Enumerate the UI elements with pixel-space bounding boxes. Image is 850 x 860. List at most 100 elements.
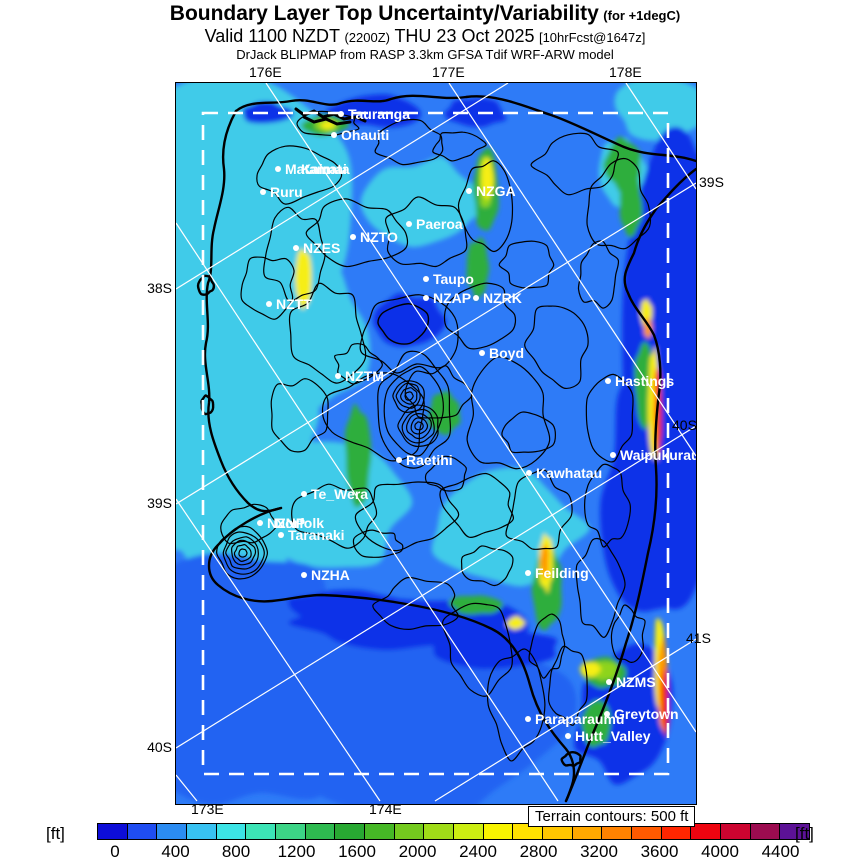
site-dot-taranaki	[278, 532, 284, 538]
site-dot-hastings	[605, 378, 611, 384]
lon-label-bottom: 174E	[369, 801, 402, 817]
colorbar-tick-4000: 4000	[701, 842, 739, 860]
site-dot-tauranga	[338, 111, 344, 117]
site-label-feilding: Feilding	[535, 565, 589, 581]
site-dot-feilding	[525, 570, 531, 576]
site-label-nzes: NZES	[303, 240, 340, 256]
lat-label-left: 39S	[147, 495, 172, 511]
colorbar-segment-18	[632, 824, 662, 839]
model-line: DrJack BLIPMAP from RASP 3.3km GFSA Tdif…	[236, 46, 614, 62]
colorbar-segment-3	[187, 824, 217, 839]
colorbar-tick-3200: 3200	[580, 842, 618, 860]
site-label-nzha: NZHA	[311, 567, 350, 583]
colorbar-segment-4	[216, 824, 247, 839]
site-label-nznp: NZNP	[267, 515, 305, 531]
lat-label-right: 39S	[699, 174, 724, 190]
lat-label-right: 40S	[672, 417, 697, 433]
lon-label-top: 176E	[249, 64, 282, 80]
site-dot-paraparaumu	[525, 716, 531, 722]
colorbar-segment-23	[780, 824, 810, 839]
colorbar-segment-7	[305, 824, 336, 839]
colorbar-tick-0: 0	[110, 842, 120, 860]
site-label-nzms: NZMS	[616, 674, 656, 690]
site-label-te_wera: Te_Wera	[311, 486, 368, 502]
site-label-paraparaumu: Paraparaumu	[535, 711, 624, 727]
site-label-matamata: Matamata	[285, 161, 350, 177]
colorbar-tick-2800: 2800	[519, 842, 558, 860]
colorbar-segment-11	[424, 824, 455, 839]
site-dot-matamata	[275, 166, 281, 172]
site-label-waipukurau: Waipukurau	[620, 447, 696, 463]
colorbar-segment-20	[691, 824, 722, 839]
site-dot-te_wera	[301, 491, 307, 497]
map-area[interactable]: Tauranga Ohauiti Matamata Kaimai Ruru NZGA Pae…	[175, 82, 697, 805]
site-dot-boyd	[479, 350, 485, 356]
site-dot-nztm	[335, 373, 341, 379]
coastline	[196, 94, 696, 803]
site-label-ohauiti: Ohauiti	[341, 127, 389, 143]
site-label-nztm: NZTM	[345, 368, 384, 384]
page-title: Boundary Layer Top Uncertainty/Variabili…	[0, 2, 850, 26]
colorbar-unit-right: [ft]	[795, 824, 814, 843]
site-label-nztt: NZTT	[276, 296, 312, 312]
site-dot-nznp	[257, 520, 263, 526]
lat-label-left: 38S	[147, 280, 172, 296]
site-dot-hutt_valley	[565, 733, 571, 739]
colorbar-unit-left: [ft]	[46, 824, 65, 843]
colorbar-segment-14	[513, 824, 544, 839]
site-dot-ohauiti	[331, 132, 337, 138]
site-label-raetihi: Raetihi	[406, 452, 453, 468]
lat-label-right: 41S	[686, 630, 711, 646]
title-text: Boundary Layer Top Uncertainty/Variabili…	[169, 2, 599, 25]
site-label-taupo: Taupo	[433, 271, 474, 287]
site-dot-kawhatau	[526, 470, 532, 476]
site-label-norfolk: Norfolk	[275, 515, 324, 531]
site-dot-raetihi	[396, 457, 402, 463]
valid-line: Valid 1100 NZDT (2200Z) THU 23 Oct 2025 …	[0, 26, 850, 47]
colorbar-segment-5	[246, 824, 277, 839]
lon-label-top: 178E	[609, 64, 642, 80]
site-dot-waipukurau	[610, 452, 616, 458]
site-label-nzrk: NZRK	[483, 290, 522, 306]
header: Boundary Layer Top Uncertainty/Variabili…	[0, 2, 850, 62]
colorbar-tick-400: 400	[161, 842, 190, 860]
site-label-kawhatau: Kawhatau	[536, 465, 602, 481]
site-dot-ruru	[260, 189, 266, 195]
site-label-nzap: NZAP	[433, 290, 471, 306]
colorbar-tick-2000: 2000	[398, 842, 437, 860]
site-label-hutt_valley: Hutt_Valley	[575, 728, 651, 744]
valid-date: THU 23 Oct 2025	[394, 26, 535, 47]
colorbar-segment-16	[572, 824, 603, 839]
colorbar-segment-22	[750, 824, 781, 839]
site-dot-nztt	[266, 301, 272, 307]
site-label-nzto: NZTO	[360, 229, 398, 245]
site-dot-taupo	[423, 276, 429, 282]
colorbar-segment-10	[394, 824, 425, 839]
colorbar-tick-800: 800	[221, 842, 251, 860]
inner-domain-box	[201, 111, 670, 776]
site-dot-paeroa	[406, 221, 412, 227]
title-note: (for +1degC)	[603, 8, 681, 23]
colorbar	[97, 823, 810, 840]
colorbar-tick-2400: 2400	[459, 842, 497, 860]
site-label-paeroa: Paeroa	[416, 216, 463, 232]
site-label-ruru: Ruru	[270, 184, 303, 200]
site-dot-nzap	[423, 295, 429, 301]
site-label-kaimai: Kaimai	[301, 161, 347, 177]
site-label-hastings: Hastings	[615, 373, 674, 389]
site-dot-nzes	[293, 245, 299, 251]
lon-label-top: 177E	[432, 64, 465, 80]
colorbar-segment-1	[127, 824, 158, 839]
site-label-tauranga: Tauranga	[348, 106, 410, 122]
lon-label-bottom: 173E	[191, 801, 224, 817]
colorbar-tick-1600: 1600	[338, 842, 376, 860]
colorbar-segment-9	[365, 824, 395, 839]
site-dot-nzrk	[473, 295, 479, 301]
site-dot-nzga	[466, 188, 472, 194]
colorbar-tick-4400: 4400	[761, 842, 800, 860]
colorbar-segment-6	[276, 824, 306, 839]
site-label-taranaki: Taranaki	[288, 527, 345, 543]
